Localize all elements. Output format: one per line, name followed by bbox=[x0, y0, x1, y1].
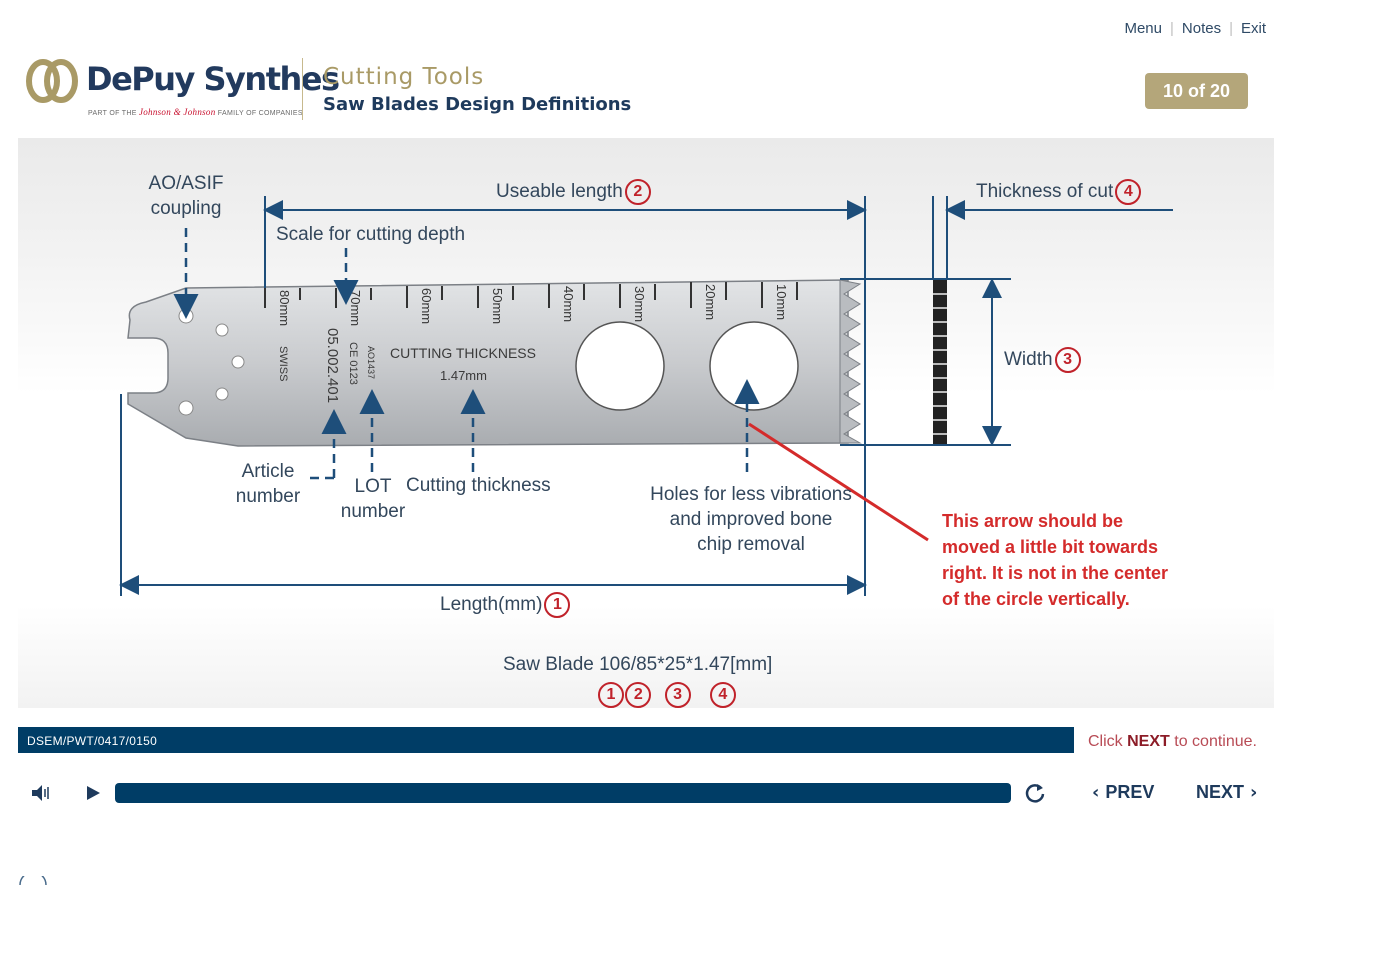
blade-teeth bbox=[839, 279, 862, 444]
dimension-lines bbox=[119, 196, 1173, 596]
depuy-synthes-logo-icon bbox=[26, 59, 78, 103]
page-title: Saw Blades Design Definitions bbox=[323, 94, 632, 115]
course-title: Cutting Tools bbox=[323, 64, 485, 90]
prev-label: PREV bbox=[1105, 782, 1155, 802]
continue-pre: Click bbox=[1088, 733, 1123, 750]
ce-mark: CE 0123 bbox=[347, 342, 359, 385]
vibration-hole bbox=[575, 321, 665, 411]
cutting-value-engraving: 1.47mm bbox=[440, 368, 487, 383]
swiss-mark: SWISS bbox=[277, 346, 289, 381]
scale-mark: 20mm bbox=[703, 284, 718, 320]
circle-number-4: 4 bbox=[709, 682, 736, 708]
coupling-hole bbox=[215, 323, 229, 337]
holes-label-line: chip removal bbox=[697, 534, 805, 555]
scale-mark: 10mm bbox=[774, 284, 789, 320]
scale-mark: 50mm bbox=[490, 288, 505, 324]
length-label: Length(mm) 1 bbox=[440, 592, 571, 618]
holes-label-line: Holes for less vibrations bbox=[650, 484, 852, 505]
chevron-left-icon: ‹ bbox=[1092, 782, 1100, 803]
review-note: This arrow should be moved a little bit … bbox=[942, 511, 1169, 609]
nav-separator: | bbox=[1169, 20, 1174, 37]
header-divider bbox=[302, 58, 303, 120]
top-nav: Menu | Notes | Exit bbox=[1124, 20, 1266, 37]
circle-number-3: 3 bbox=[1054, 347, 1081, 373]
width-text: Width bbox=[1004, 349, 1053, 371]
notes-link[interactable]: Notes bbox=[1181, 20, 1222, 37]
thickness-of-cut-label: Thickness of cut 4 bbox=[976, 179, 1142, 205]
coupling-hole bbox=[178, 400, 194, 416]
circle-number-1: 1 bbox=[598, 682, 624, 708]
holes-label-line: and improved bone bbox=[669, 509, 833, 530]
side-teeth-marks bbox=[933, 293, 947, 435]
article-number-label: Article number bbox=[218, 459, 318, 509]
coupling-hole bbox=[215, 387, 229, 401]
article-number-engraving: 05.002.401 bbox=[324, 328, 341, 403]
thickness-of-cut-text: Thickness of cut bbox=[976, 181, 1114, 203]
lot-number-label: LOT number bbox=[328, 474, 418, 524]
cutting-thickness-engraving: CUTTING THICKNESS bbox=[390, 345, 536, 361]
circle-number-2: 2 bbox=[624, 179, 651, 205]
document-code: DSEM/PWT/0417/0150 bbox=[27, 734, 158, 748]
coupling-hole bbox=[231, 355, 245, 369]
footer-bar bbox=[18, 727, 1074, 753]
lot-label-line: LOT bbox=[354, 476, 392, 497]
length-text: Length(mm) bbox=[440, 594, 543, 616]
johnson-johnson-logo: Johnson & Johnson bbox=[138, 107, 216, 117]
slide-counter: 10 of 20 bbox=[1145, 73, 1248, 109]
scale-mark: 40mm bbox=[561, 286, 576, 322]
spec-circle-numbers: 1 2 3 4 bbox=[596, 682, 736, 708]
continue-hint: Click NEXT to continue. bbox=[1088, 733, 1257, 751]
coupling-label-line: coupling bbox=[150, 198, 222, 219]
blade-engravings: SWISS 05.002.401 CE 0123 AO1437 CUTTING … bbox=[277, 328, 536, 403]
chevron-right-icon: › bbox=[1250, 782, 1258, 803]
menu-link[interactable]: Menu bbox=[1124, 20, 1162, 37]
circle-number-4: 4 bbox=[1115, 179, 1142, 205]
article-label-line: number bbox=[235, 486, 301, 507]
coupling-label-line: AO/ASIF bbox=[148, 173, 224, 194]
brand-tagline: PART OF THE Johnson & Johnson FAMILY OF … bbox=[88, 107, 303, 117]
useable-length-label: Useable length 2 bbox=[496, 179, 651, 205]
saw-blade-spec: Saw Blade 106/85*25*1.47[mm] bbox=[503, 654, 773, 675]
exit-link[interactable]: Exit bbox=[1240, 20, 1266, 37]
scale-label: Scale for cutting depth bbox=[276, 224, 466, 245]
coupling-label: AO/ASIF coupling bbox=[136, 171, 236, 221]
lot-engraving: AO1437 bbox=[366, 346, 376, 379]
continue-next: NEXT bbox=[1127, 733, 1170, 750]
nav-separator: | bbox=[1229, 20, 1233, 37]
lot-label-line: number bbox=[340, 501, 406, 522]
circle-number-1: 1 bbox=[544, 592, 571, 618]
play-icon[interactable] bbox=[84, 784, 102, 802]
speaker-icon[interactable] bbox=[30, 783, 52, 803]
next-label: NEXT bbox=[1196, 782, 1245, 802]
scale-mark: 30mm bbox=[632, 286, 647, 322]
progress-bar[interactable] bbox=[115, 783, 1011, 803]
scale-mark: 70mm bbox=[348, 290, 363, 326]
brand-name: DePuy Synthes bbox=[86, 60, 340, 98]
tagline-pre: PART OF THE bbox=[88, 110, 137, 117]
prev-button[interactable]: ‹ PREV bbox=[1092, 782, 1154, 803]
blade-body bbox=[127, 279, 849, 447]
pointer-lines bbox=[173, 228, 760, 480]
scale-labels: 80mm 70mm 60mm 50mm 40mm 30mm 20mm 10mm bbox=[277, 284, 789, 326]
diagram-stage: 80mm 70mm 60mm 50mm 40mm 30mm 20mm 10mm … bbox=[18, 138, 1274, 708]
continue-post: to continue. bbox=[1174, 733, 1257, 750]
vibration-hole bbox=[709, 321, 799, 411]
tagline-post: FAMILY OF COMPANIES bbox=[217, 110, 303, 117]
circle-number-2: 2 bbox=[625, 682, 652, 708]
scale-mark: 60mm bbox=[419, 288, 434, 324]
circle-number-3: 3 bbox=[664, 682, 691, 708]
replay-icon[interactable] bbox=[1024, 782, 1046, 804]
width-label: Width 3 bbox=[1004, 347, 1081, 373]
saw-blade-diagram: 80mm 70mm 60mm 50mm 40mm 30mm 20mm 10mm … bbox=[119, 196, 1173, 596]
cutting-thickness-label: Cutting thickness bbox=[406, 475, 551, 496]
holes-label: Holes for less vibrations and improved b… bbox=[640, 482, 862, 557]
review-pointer-line bbox=[748, 422, 929, 542]
article-label-line: Article bbox=[241, 461, 295, 482]
next-button[interactable]: NEXT › bbox=[1196, 782, 1257, 803]
scale-mark: 80mm bbox=[277, 290, 292, 326]
useable-length-text: Useable length bbox=[496, 181, 623, 203]
partial-circle-icon bbox=[19, 876, 47, 886]
